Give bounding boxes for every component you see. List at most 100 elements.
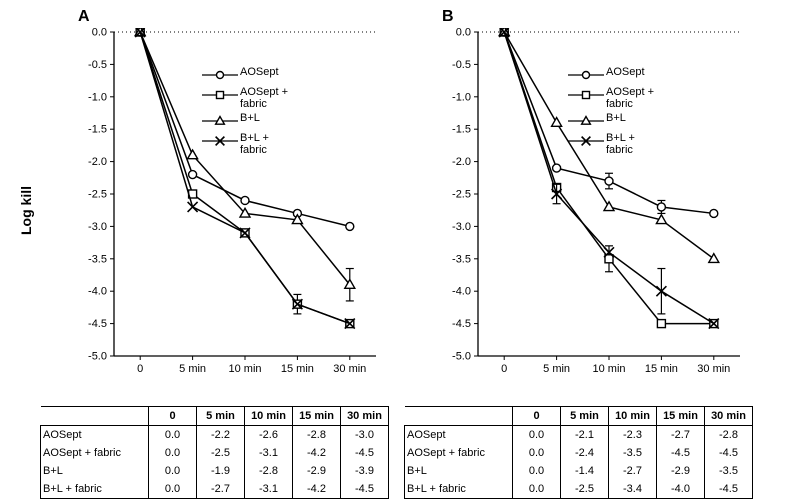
table-cell: B+L + fabric bbox=[405, 480, 513, 499]
table-header-cell: 30 min bbox=[341, 407, 389, 426]
table-cell: 0.0 bbox=[513, 480, 561, 499]
table-header-cell: 5 min bbox=[561, 407, 609, 426]
table-header-cell: 0 bbox=[149, 407, 197, 426]
figure: Log kill A 0.0-0.5-1.0-1.5-2.0-2.5-3.0-3… bbox=[0, 0, 800, 503]
table-header-cell: 15 min bbox=[293, 407, 341, 426]
table-cell: 0.0 bbox=[513, 426, 561, 445]
legend-label: AOSept bbox=[606, 66, 645, 78]
legend-item: B+L bbox=[566, 112, 654, 130]
table-cell: -2.8 bbox=[293, 426, 341, 445]
legend-marker-x-icon bbox=[566, 132, 606, 150]
panel-b-table: 05 min10 min15 min30 minAOSept0.0-2.1-2.… bbox=[404, 406, 753, 499]
table-header-cell: 10 min bbox=[609, 407, 657, 426]
svg-text:-3.0: -3.0 bbox=[88, 221, 107, 233]
legend-item: AOSept +fabric bbox=[566, 86, 654, 110]
legend-item: AOSept bbox=[566, 66, 654, 84]
panel-b-label: B bbox=[442, 8, 454, 26]
svg-text:5 min: 5 min bbox=[179, 363, 206, 375]
legend-label: AOSept +fabric bbox=[606, 86, 654, 110]
table-cell: -4.5 bbox=[341, 444, 389, 462]
table-cell: -2.7 bbox=[197, 480, 245, 499]
legend-marker-x-icon bbox=[200, 132, 240, 150]
svg-text:-1.5: -1.5 bbox=[452, 124, 471, 136]
table-cell: -2.5 bbox=[197, 444, 245, 462]
svg-text:30 min: 30 min bbox=[333, 363, 366, 375]
table-cell: -2.8 bbox=[245, 462, 293, 480]
legend-marker-square-icon bbox=[566, 86, 606, 104]
svg-text:-1.5: -1.5 bbox=[88, 124, 107, 136]
legend-item: AOSept +fabric bbox=[200, 86, 288, 110]
table-cell: -3.1 bbox=[245, 444, 293, 462]
svg-text:0: 0 bbox=[137, 363, 143, 375]
table-cell: -4.2 bbox=[293, 480, 341, 499]
svg-text:0: 0 bbox=[501, 363, 507, 375]
svg-text:-5.0: -5.0 bbox=[88, 351, 107, 363]
table-header-cell bbox=[405, 407, 513, 426]
table-cell: B+L bbox=[41, 462, 149, 480]
table-cell: 0.0 bbox=[513, 444, 561, 462]
table-cell: -4.5 bbox=[657, 444, 705, 462]
table-header-cell: 0 bbox=[513, 407, 561, 426]
table-cell: -2.3 bbox=[609, 426, 657, 445]
table-cell: AOSept bbox=[405, 426, 513, 445]
table-cell: -1.9 bbox=[197, 462, 245, 480]
table-cell: B+L + fabric bbox=[41, 480, 149, 499]
table-cell: AOSept + fabric bbox=[405, 444, 513, 462]
legend-item: B+L +fabric bbox=[566, 132, 654, 156]
svg-text:0.0: 0.0 bbox=[456, 28, 471, 39]
table-cell: -3.5 bbox=[609, 444, 657, 462]
panel-a-table: 05 min10 min15 min30 minAOSept0.0-2.2-2.… bbox=[40, 406, 389, 499]
panel-a-label: A bbox=[78, 8, 90, 26]
legend-label: AOSept +fabric bbox=[240, 86, 288, 110]
svg-text:-3.0: -3.0 bbox=[452, 221, 471, 233]
svg-text:-4.0: -4.0 bbox=[452, 286, 471, 298]
table-cell: -4.5 bbox=[705, 444, 753, 462]
table-cell: -4.2 bbox=[293, 444, 341, 462]
svg-text:10 min: 10 min bbox=[228, 363, 261, 375]
svg-text:-2.0: -2.0 bbox=[88, 156, 107, 168]
table-cell: -3.1 bbox=[245, 480, 293, 499]
legend-marker-triangle-icon bbox=[200, 112, 240, 130]
legend-label: B+L +fabric bbox=[606, 132, 635, 156]
table-cell: -2.6 bbox=[245, 426, 293, 445]
table-cell: -3.5 bbox=[705, 462, 753, 480]
legend-item: B+L bbox=[200, 112, 288, 130]
table-cell: -3.0 bbox=[341, 426, 389, 445]
table-cell: -2.1 bbox=[561, 426, 609, 445]
svg-text:-5.0: -5.0 bbox=[452, 351, 471, 363]
table-cell: 0.0 bbox=[149, 426, 197, 445]
table-cell: -2.7 bbox=[657, 426, 705, 445]
legend-marker-square-icon bbox=[200, 86, 240, 104]
table-row: AOSept + fabric0.0-2.4-3.5-4.5-4.5 bbox=[405, 444, 753, 462]
svg-text:-2.5: -2.5 bbox=[452, 189, 471, 201]
svg-text:-4.5: -4.5 bbox=[88, 318, 107, 330]
table-cell: AOSept bbox=[41, 426, 149, 445]
table-row: AOSept0.0-2.2-2.6-2.8-3.0 bbox=[41, 426, 389, 445]
legend-label: AOSept bbox=[240, 66, 279, 78]
table-cell: -4.0 bbox=[657, 480, 705, 499]
table-cell: -2.9 bbox=[657, 462, 705, 480]
table-row: AOSept + fabric0.0-2.5-3.1-4.2-4.5 bbox=[41, 444, 389, 462]
svg-text:-1.0: -1.0 bbox=[452, 91, 471, 103]
legend-label: B+L +fabric bbox=[240, 132, 269, 156]
table-row: AOSept0.0-2.1-2.3-2.7-2.8 bbox=[405, 426, 753, 445]
legend-marker-circle-icon bbox=[200, 66, 240, 84]
table-cell: -3.4 bbox=[609, 480, 657, 499]
table-header-cell: 15 min bbox=[657, 407, 705, 426]
svg-text:-2.5: -2.5 bbox=[88, 189, 107, 201]
table-row: B+L + fabric0.0-2.7-3.1-4.2-4.5 bbox=[41, 480, 389, 499]
table-cell: -2.7 bbox=[609, 462, 657, 480]
legend-label: B+L bbox=[240, 112, 260, 124]
svg-text:-0.5: -0.5 bbox=[452, 59, 471, 71]
svg-text:0.0: 0.0 bbox=[92, 28, 107, 39]
svg-text:-4.5: -4.5 bbox=[452, 318, 471, 330]
table-cell: -4.5 bbox=[705, 480, 753, 499]
table-cell: AOSept + fabric bbox=[41, 444, 149, 462]
legend-marker-circle-icon bbox=[566, 66, 606, 84]
table-cell: -2.9 bbox=[293, 462, 341, 480]
table-header-row: 05 min10 min15 min30 min bbox=[41, 407, 389, 426]
table-header-row: 05 min10 min15 min30 min bbox=[405, 407, 753, 426]
table-cell: -2.2 bbox=[197, 426, 245, 445]
table-cell: -2.8 bbox=[705, 426, 753, 445]
panel-b-legend: AOSept AOSept +fabric B+L B+L +fabric bbox=[566, 66, 654, 158]
